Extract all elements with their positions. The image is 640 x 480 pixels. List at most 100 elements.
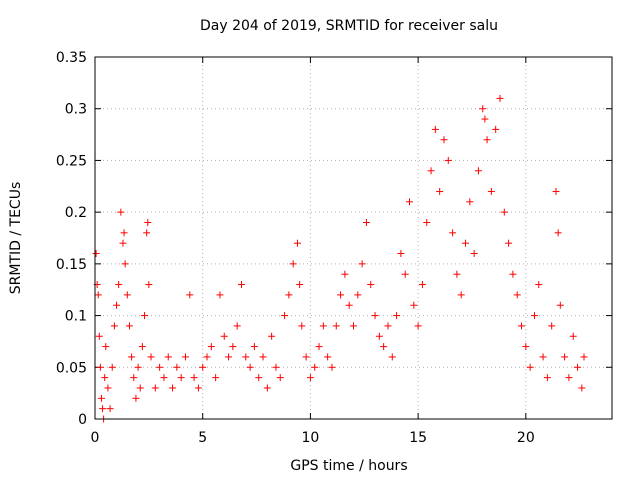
data-point <box>108 363 116 371</box>
data-point <box>164 353 172 361</box>
data-point <box>136 384 144 392</box>
data-point <box>94 291 102 299</box>
data-point <box>410 301 418 309</box>
y-tick-label: 0 <box>78 412 87 428</box>
data-point <box>160 374 168 382</box>
data-point <box>509 270 517 278</box>
data-point <box>302 353 310 361</box>
data-point <box>474 167 482 175</box>
data-point <box>466 198 474 206</box>
data-point <box>462 239 470 247</box>
data-point <box>375 332 383 340</box>
data-point <box>513 291 521 299</box>
x-tick-label: 5 <box>198 430 207 446</box>
data-point <box>358 260 366 268</box>
data-point <box>481 115 489 123</box>
data-point <box>120 229 128 237</box>
data-point <box>388 353 396 361</box>
data-point <box>543 374 551 382</box>
data-point <box>268 332 276 340</box>
data-point <box>350 322 357 330</box>
data-point <box>207 343 215 351</box>
data-point <box>293 239 301 247</box>
data-point <box>324 353 332 361</box>
data-point <box>315 343 323 351</box>
data-point <box>125 322 133 330</box>
data-point <box>298 322 306 330</box>
data-point <box>212 374 220 382</box>
data-point <box>141 312 149 320</box>
data-point <box>203 353 211 361</box>
data-point <box>255 374 263 382</box>
data-point <box>119 239 127 247</box>
data-point <box>194 384 202 392</box>
data-point <box>113 301 121 309</box>
data-point <box>117 208 125 216</box>
data-point <box>580 353 588 361</box>
data-point <box>144 218 152 226</box>
x-tick-label: 20 <box>517 430 535 446</box>
data-point <box>518 322 526 330</box>
data-point <box>384 322 392 330</box>
data-point <box>371 312 379 320</box>
y-tick-label: 0.35 <box>56 50 87 66</box>
data-point <box>337 291 345 299</box>
data-point <box>102 343 110 351</box>
data-point <box>526 363 534 371</box>
data-point <box>220 332 228 340</box>
data-point <box>272 363 280 371</box>
data-point <box>123 291 131 299</box>
data-point <box>341 270 349 278</box>
data-point <box>406 198 414 206</box>
data-point <box>332 322 340 330</box>
y-axis-label: SRMTID / TECUs <box>8 182 24 295</box>
y-tick-label: 0.2 <box>65 205 87 221</box>
data-point <box>281 312 289 320</box>
data-point <box>393 312 401 320</box>
data-point <box>128 353 136 361</box>
data-point <box>186 291 194 299</box>
data-point <box>362 218 370 226</box>
data-point <box>134 363 142 371</box>
data-point <box>427 167 435 175</box>
data-point <box>522 343 530 351</box>
data-point <box>130 374 138 382</box>
data-point <box>147 353 155 361</box>
data-point <box>457 291 465 299</box>
data-point <box>242 353 250 361</box>
data-point <box>110 322 118 330</box>
chart-title: Day 204 of 2019, SRMTID for receiver sal… <box>200 18 498 34</box>
data-point <box>483 136 491 144</box>
x-tick-label: 10 <box>302 430 320 446</box>
data-point <box>263 384 271 392</box>
data-point <box>229 343 237 351</box>
data-point <box>259 353 267 361</box>
data-point <box>225 353 233 361</box>
data-point <box>296 281 304 289</box>
data-point <box>479 105 487 113</box>
data-point <box>246 363 254 371</box>
data-point <box>578 384 586 392</box>
data-point <box>96 363 104 371</box>
data-point <box>319 322 327 330</box>
data-point <box>237 281 245 289</box>
data-point <box>138 343 146 351</box>
data-point <box>311 363 319 371</box>
data-point <box>414 322 422 330</box>
data-point <box>552 187 560 195</box>
data-point <box>115 281 123 289</box>
data-point <box>199 363 207 371</box>
data-point <box>173 363 181 371</box>
data-point <box>145 281 153 289</box>
data-point <box>440 136 448 144</box>
x-axis-label: GPS time / hours <box>290 458 407 474</box>
data-point <box>539 353 547 361</box>
data-point <box>556 301 564 309</box>
data-point <box>181 353 189 361</box>
data-point <box>423 218 431 226</box>
data-point <box>436 187 444 195</box>
data-point <box>106 405 114 413</box>
data-point <box>345 301 353 309</box>
data-point <box>444 156 452 164</box>
